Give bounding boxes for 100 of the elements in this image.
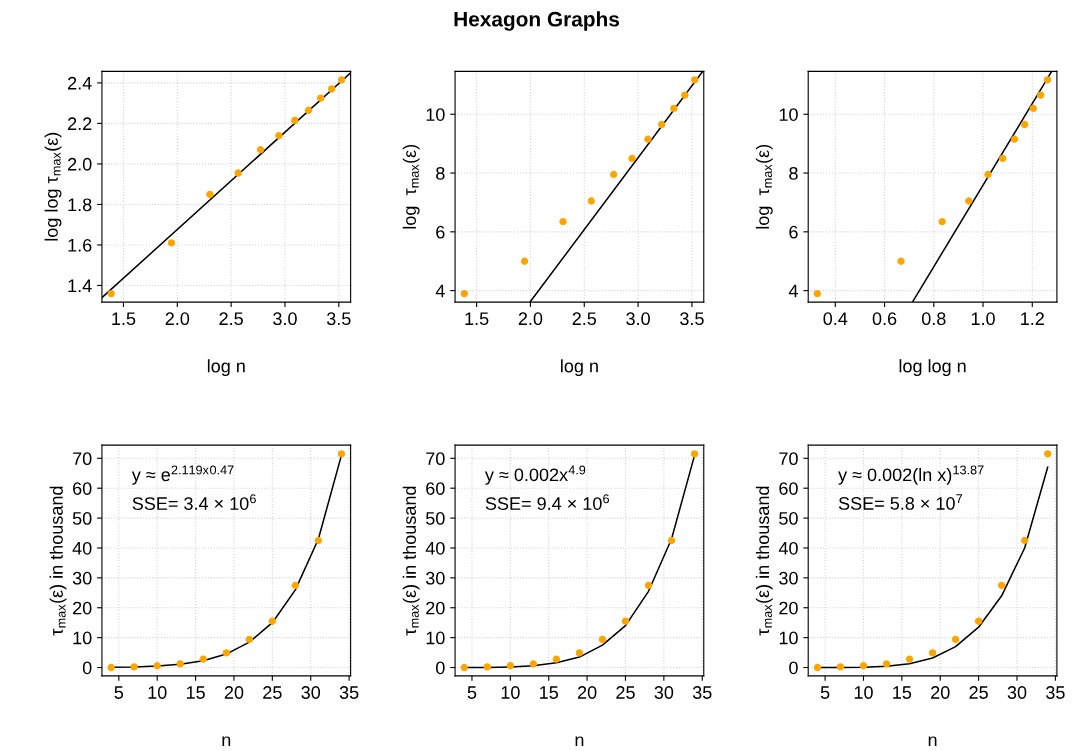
y-tick-label: 10 — [73, 631, 92, 645]
x-tick-label: 30 — [301, 686, 321, 699]
x-tick-label: 15 — [186, 686, 205, 699]
point — [587, 197, 595, 205]
x-axis-title: log n — [207, 359, 245, 377]
y-tick-label: 0 — [436, 661, 445, 675]
x-tick-label: 10 — [501, 686, 520, 699]
annotation: SSE= 3.4 × 10$^{6}$ — [132, 494, 256, 510]
y-tick-label: 6 — [436, 225, 445, 239]
x-tick-label: 0.4 — [823, 312, 848, 326]
x-tick-label: 20 — [577, 686, 597, 699]
x-tick-label: 20 — [224, 686, 244, 699]
point — [245, 635, 253, 644]
x-tick-label: 5 — [820, 686, 830, 699]
point — [951, 635, 960, 644]
x-tick-label: 2.5 — [572, 312, 597, 326]
y-tick-label: 4 — [788, 284, 798, 298]
point — [1010, 135, 1019, 143]
point — [460, 289, 469, 298]
x-tick-label: 2.0 — [165, 312, 190, 326]
point — [575, 649, 584, 657]
y-tick-label: 40 — [778, 541, 798, 555]
x-tick-label: 30 — [1007, 686, 1027, 699]
x-tick-label: 3.0 — [626, 312, 650, 326]
x-tick-label: 1.2 — [1021, 312, 1044, 325]
x-tick-label: 35 — [339, 686, 359, 699]
point — [984, 170, 992, 179]
y-tick-label: 70 — [779, 452, 798, 466]
point — [529, 660, 538, 668]
y-tick-label: 50 — [779, 512, 798, 525]
y-tick-label: 1.8 — [68, 198, 92, 212]
point — [598, 635, 607, 644]
y-tick-label: 20 — [426, 601, 445, 615]
point — [681, 91, 689, 99]
x-tick-label: 1.0 — [971, 312, 995, 326]
point — [928, 649, 937, 657]
y-tick-label: 60 — [73, 482, 92, 495]
y-axis-title: τ$_{max}$(ε) in thousand — [755, 486, 773, 636]
point — [234, 169, 242, 177]
y-tick-label: 20 — [73, 601, 92, 615]
x-axis-title: log log n — [899, 359, 966, 377]
point — [559, 217, 567, 226]
y-tick-label: 30 — [779, 571, 798, 585]
y-tick-label: 6 — [789, 225, 798, 239]
y-tick-label: 10 — [426, 108, 445, 121]
x-tick-label: 35 — [692, 686, 712, 699]
x-tick-label: 20 — [931, 686, 950, 699]
x-tick-label: 2.5 — [219, 312, 243, 326]
annotation: y ≈ 0.002(ln x)$^{13.87}$ — [838, 465, 984, 485]
x-tick-label: 1.5 — [465, 312, 489, 326]
x-tick-label: 25 — [263, 686, 282, 699]
y-tick-label: 1.6 — [68, 238, 92, 252]
y-tick-label: 30 — [425, 571, 445, 585]
annotation: SSE= 9.4 × 10$^{6}$ — [485, 494, 610, 510]
point — [199, 655, 207, 663]
x-axis-title: n — [575, 736, 584, 747]
point — [256, 146, 265, 154]
x-tick-label: 15 — [540, 686, 558, 699]
point — [337, 76, 346, 84]
x-tick-label: 0.8 — [921, 312, 946, 326]
y-tick-label: 8 — [789, 166, 798, 180]
point — [813, 663, 822, 672]
y-tick-label: 2.2 — [68, 117, 92, 130]
annotation: y ≈ e$^{2.119x0.47}$ — [131, 465, 234, 485]
x-tick-label: 3.5 — [326, 312, 351, 326]
point — [176, 660, 184, 668]
point — [317, 94, 325, 102]
point — [337, 450, 346, 458]
point — [275, 131, 283, 140]
point — [167, 239, 176, 247]
point — [304, 106, 313, 114]
point — [609, 170, 618, 179]
x-tick-label: 15 — [893, 686, 912, 699]
point — [658, 120, 666, 129]
point — [222, 649, 230, 657]
x-tick-label: 35 — [1046, 686, 1065, 699]
point — [621, 617, 630, 625]
y-axis-title: τ$_{max}$(ε) in thousand — [49, 486, 67, 636]
point — [644, 135, 652, 143]
y-axis-title: log τ$_{max}$(ε) — [402, 144, 420, 229]
point — [130, 663, 138, 671]
y-tick-label: 10 — [779, 631, 798, 645]
annotation: SSE= 5.8 × 10$^{7}$ — [838, 494, 963, 510]
y-tick-label: 50 — [425, 512, 445, 525]
y-axis-title: τ$_{max}$(ε) in thousand — [402, 486, 420, 636]
x-tick-label: 1.5 — [112, 312, 136, 326]
y-tick-label: 4 — [435, 284, 445, 298]
y-tick-label: 10 — [779, 108, 798, 121]
point — [882, 660, 891, 668]
x-tick-label: 30 — [654, 686, 674, 699]
y-tick-label: 10 — [426, 631, 445, 645]
y-tick-label: 0 — [82, 661, 92, 675]
point — [691, 76, 699, 84]
point — [999, 154, 1007, 163]
x-tick-label: 2.0 — [518, 312, 543, 326]
point — [328, 85, 336, 93]
x-tick-label: 3.5 — [680, 312, 704, 326]
point — [153, 662, 161, 670]
x-tick-label: 5 — [114, 686, 124, 699]
y-tick-label: 60 — [779, 482, 798, 495]
